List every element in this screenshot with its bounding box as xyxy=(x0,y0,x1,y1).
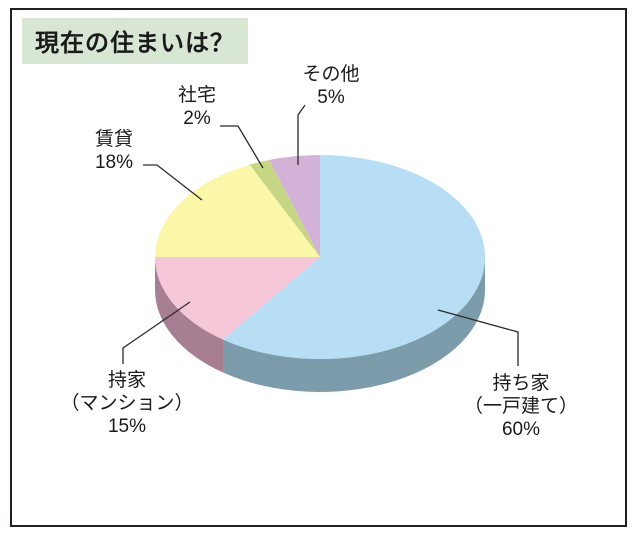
callout-company-housing: 社宅 2% xyxy=(147,84,247,130)
leader-line-own-house xyxy=(437,309,519,366)
pie-side-own-house xyxy=(223,257,485,392)
callout-line: 持ち家 xyxy=(492,373,550,394)
pie-slice-own-condo xyxy=(155,257,320,340)
callout-own-house: 持ち家 （一戸建て） 60% xyxy=(451,372,591,441)
chart-title: 現在の住まいは？ xyxy=(22,18,248,64)
callout-line: 社宅 xyxy=(177,85,216,106)
outer-frame xyxy=(10,8,627,527)
callout-line: その他 xyxy=(302,64,360,85)
callout-line: 賃貸 xyxy=(94,129,133,150)
leader-line-own-condo xyxy=(122,301,191,364)
callout-line: 2% xyxy=(183,108,211,129)
callout-rental: 賃貸 18% xyxy=(64,128,164,174)
callout-own-condo: 持家 （マンション） 15% xyxy=(57,369,197,438)
leader-line-rental xyxy=(143,164,203,201)
callout-line: 5% xyxy=(317,87,345,108)
pie-side-own-condo xyxy=(155,257,223,373)
callout-other: その他 5% xyxy=(281,63,381,109)
leader-line-other xyxy=(297,104,306,165)
pie-slice-other xyxy=(269,155,320,257)
leader-line-company-housing xyxy=(220,125,264,169)
callout-line: 60% xyxy=(501,419,541,440)
chart-title-text: 現在の住まいは？ xyxy=(35,30,235,57)
pie-slice-company-housing xyxy=(249,160,320,257)
callout-line: 持家 xyxy=(107,370,146,391)
callout-line: 15% xyxy=(107,416,147,437)
pie-slice-own-house xyxy=(223,155,486,359)
callout-line: 18% xyxy=(94,152,134,173)
callout-line: （一戸建て） xyxy=(463,396,578,417)
callout-line: （マンション） xyxy=(60,393,194,414)
pie-slice-rental xyxy=(154,164,320,257)
